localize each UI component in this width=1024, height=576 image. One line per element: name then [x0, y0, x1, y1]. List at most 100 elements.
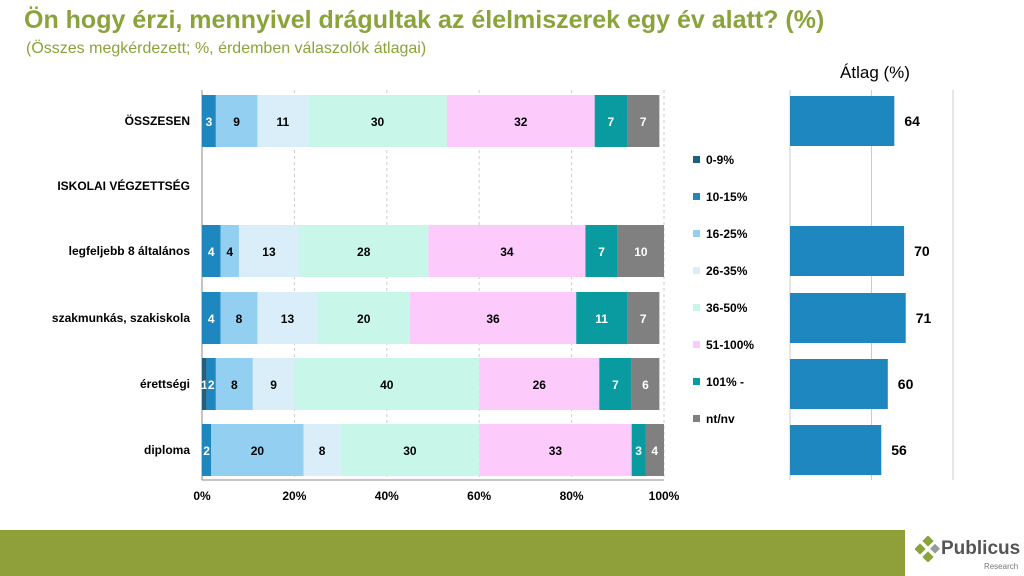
- bar-segment: [308, 95, 447, 147]
- data-label: 7: [612, 378, 619, 392]
- data-label: 4: [651, 444, 658, 458]
- data-label: 36: [486, 312, 500, 326]
- data-label: 8: [236, 312, 243, 326]
- data-label: 8: [319, 444, 326, 458]
- data-label: 3: [635, 444, 642, 458]
- average-bar: [790, 359, 888, 409]
- data-label: 13: [281, 312, 295, 326]
- bar-segment: [317, 292, 410, 344]
- bar-segment: [202, 95, 216, 147]
- legend-label: nt/nv: [706, 412, 735, 426]
- bar-segment: [257, 292, 318, 344]
- bar-segment: [479, 358, 600, 410]
- bar-segment: [627, 292, 660, 344]
- data-label: 3: [206, 115, 213, 129]
- category-label: ISKOLAI VÉGZETTSÉG: [57, 178, 190, 193]
- average-label: 64: [904, 113, 920, 129]
- category-label: érettségi: [140, 377, 190, 391]
- average-label: 56: [891, 442, 907, 458]
- bar-segment: [252, 358, 295, 410]
- bar-segment: [257, 95, 309, 147]
- legend-label: 101% -: [706, 375, 744, 389]
- bar-segment: [211, 424, 304, 476]
- x-tick-label: 60%: [467, 489, 491, 503]
- bar-segment: [215, 358, 253, 410]
- data-label: 13: [262, 245, 276, 259]
- bar-segment: [238, 225, 300, 277]
- data-label: 7: [640, 312, 647, 326]
- bar-segment: [303, 424, 341, 476]
- logo-name: Publicus: [941, 538, 1021, 559]
- legend-label: 0-9%: [706, 153, 734, 167]
- category-label: diploma: [144, 443, 190, 457]
- x-tick-label: 20%: [282, 489, 306, 503]
- legend-swatch: [693, 378, 700, 385]
- data-label: 40: [380, 378, 394, 392]
- bar-segment: [409, 292, 577, 344]
- legend-swatch: [693, 193, 700, 200]
- logo-icon: [915, 536, 940, 562]
- category-label: szakmunkás, szakiskola: [52, 311, 190, 325]
- average-bar: [790, 226, 905, 276]
- bar-segment: [585, 225, 618, 277]
- average-bar: [790, 425, 882, 475]
- data-label: 33: [549, 444, 563, 458]
- bar-segment: [599, 358, 632, 410]
- legend-swatch: [693, 415, 700, 422]
- legend-swatch: [693, 230, 700, 237]
- bar-segment: [202, 292, 221, 344]
- bar-segment: [446, 95, 595, 147]
- legend-swatch: [693, 304, 700, 311]
- data-label: 10: [634, 245, 648, 259]
- average-label: 70: [914, 243, 930, 259]
- logo-sub: Research: [983, 562, 1019, 571]
- data-label: 20: [357, 312, 371, 326]
- bar-segment: [645, 424, 664, 476]
- x-tick-label: 0%: [193, 489, 211, 503]
- average-label: 71: [916, 310, 932, 326]
- data-label: 8: [231, 378, 238, 392]
- x-tick-label: 80%: [560, 489, 584, 503]
- bar-segment: [206, 358, 216, 410]
- legend-label: 51-100%: [706, 338, 754, 352]
- data-label: 7: [608, 115, 615, 129]
- legend-swatch: [693, 156, 700, 163]
- bar-segment: [428, 225, 586, 277]
- bar-segment: [576, 292, 628, 344]
- data-label: 2: [203, 444, 210, 458]
- data-label: 6: [642, 378, 649, 392]
- data-label: 9: [270, 378, 277, 392]
- bar-segment: [631, 358, 660, 410]
- data-label: 11: [595, 312, 608, 326]
- legend-label: 36-50%: [706, 301, 748, 315]
- data-label: 1: [201, 378, 208, 392]
- chart-subtitle: (Összes megkérdezett; %, érdemben válasz…: [26, 40, 427, 57]
- average-label: 60: [898, 376, 914, 392]
- bar-segment: [340, 424, 480, 476]
- data-label: 32: [514, 115, 528, 129]
- data-label: 28: [357, 245, 371, 259]
- bar-segment: [215, 95, 258, 147]
- bar-segment: [220, 292, 258, 344]
- x-tick-label: 100%: [649, 489, 680, 503]
- data-label: 2: [208, 378, 215, 392]
- publicus-logo: Publicus Research: [915, 536, 1021, 571]
- data-label: 4: [208, 312, 215, 326]
- bar-segment: [202, 225, 221, 277]
- bar-segment: [479, 424, 632, 476]
- data-label: 30: [371, 115, 385, 129]
- category-label: legfeljebb 8 általános: [69, 244, 191, 258]
- bar-segment: [299, 225, 429, 277]
- data-label: 20: [251, 444, 265, 458]
- bar-segment: [220, 225, 239, 277]
- chart-title: Ön hogy érzi, mennyivel drágultak az éle…: [24, 6, 825, 34]
- legend-label: 10-15%: [706, 190, 748, 204]
- data-label: 34: [500, 245, 514, 259]
- data-label: 9: [233, 115, 240, 129]
- legend-swatch: [693, 267, 700, 274]
- average-title: Átlag (%): [840, 63, 910, 82]
- average-bar: [790, 96, 895, 146]
- data-label: 7: [598, 245, 605, 259]
- bar-segment: [617, 225, 664, 277]
- average-bar: [790, 293, 906, 343]
